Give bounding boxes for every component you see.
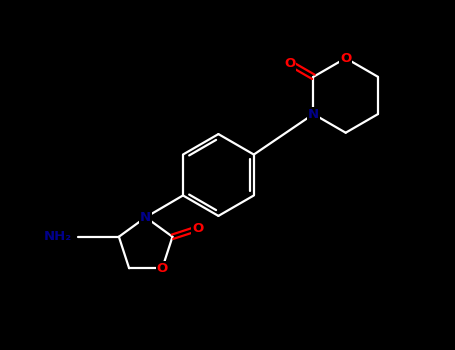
Text: O: O — [192, 222, 203, 235]
Text: O: O — [157, 262, 168, 275]
Text: N: N — [308, 107, 319, 121]
Text: NH₂: NH₂ — [44, 230, 71, 243]
Text: N: N — [140, 211, 151, 224]
Text: O: O — [284, 57, 295, 70]
Text: O: O — [340, 52, 351, 65]
